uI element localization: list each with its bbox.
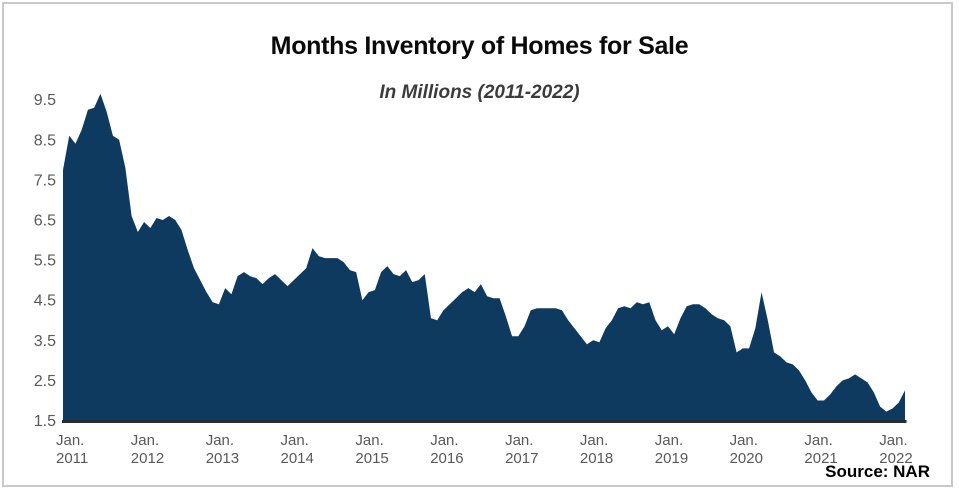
y-tick-label: 5.5 (34, 253, 56, 270)
y-tick-label: 4.5 (34, 293, 56, 310)
chart-title: Months Inventory of Homes for Sale (270, 31, 689, 60)
y-tick-label: 2.5 (34, 373, 56, 390)
x-tick-label: Jan. (56, 432, 84, 449)
y-tick-label: 9.5 (34, 92, 56, 109)
y-tick-label: 6.5 (34, 213, 56, 230)
x-tick-label: Jan. (355, 432, 383, 449)
x-axis-labels: Jan.2011Jan.2012Jan.2013Jan.2014Jan.2015… (56, 432, 913, 467)
x-tick-label: Jan. (430, 432, 458, 449)
source-note: Source: NAR (825, 462, 930, 481)
x-tick-label: Jan. (730, 432, 758, 449)
x-tick-label: 2015 (355, 450, 388, 467)
x-tick-label: 2011 (56, 450, 88, 467)
chart-subtitle: In Millions (2011-2022) (379, 81, 580, 103)
x-tick-label: 2018 (580, 450, 613, 467)
y-tick-label: 7.5 (34, 172, 56, 189)
y-tick-label: 8.5 (34, 132, 56, 149)
x-tick-label: Jan. (655, 432, 683, 449)
x-tick-label: Jan. (804, 432, 832, 449)
x-tick-label: 2012 (131, 450, 164, 467)
y-tick-label: 3.5 (34, 333, 56, 350)
x-tick-label: 2017 (505, 450, 538, 467)
x-tick-label: Jan. (131, 432, 159, 449)
x-tick-label: 2020 (730, 450, 763, 467)
x-tick-label: Jan. (879, 432, 907, 449)
y-tick-label: 1.5 (34, 413, 56, 430)
x-tick-label: 2021 (804, 450, 837, 467)
x-tick-label: 2014 (281, 450, 314, 467)
x-tick-label: 2019 (655, 450, 688, 467)
x-tick-label: 2013 (206, 450, 239, 467)
x-tick-label: Jan. (580, 432, 608, 449)
x-tick-label: 2016 (430, 450, 463, 467)
x-tick-label: Jan. (505, 432, 533, 449)
x-tick-label: Jan. (206, 432, 234, 449)
inventory-area-shape (63, 93, 905, 423)
x-tick-label: 2022 (879, 450, 912, 467)
x-tick-label: Jan. (281, 432, 309, 449)
y-axis-labels: 1.5 2.5 3.5 4.5 5.5 6.5 7.5 8.5 9.5 (34, 92, 56, 430)
